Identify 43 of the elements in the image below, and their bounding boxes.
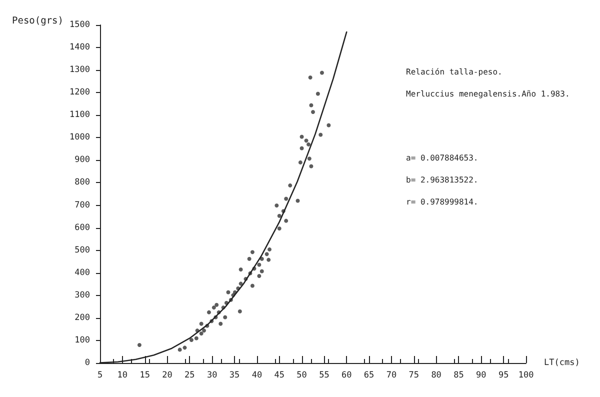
y-tick-label: 400 xyxy=(74,268,90,278)
y-tick-label: 200 xyxy=(74,312,90,323)
annotation: b= 2.963813522. xyxy=(406,176,478,184)
x-tick-label: 65 xyxy=(364,370,374,380)
y-tick-label: 500 xyxy=(74,245,90,256)
x-tick-label: 85 xyxy=(454,370,464,380)
annotation: r= 0.978999814. xyxy=(406,198,478,206)
y-tick-label: 300 xyxy=(74,290,90,300)
x-tick-label: 90 xyxy=(476,370,486,380)
y-tick-label: 1300 xyxy=(70,65,90,76)
x-tick-label: 20 xyxy=(162,370,172,380)
x-tick-label: 80 xyxy=(431,370,442,380)
y-tick-label: 1000 xyxy=(70,132,90,143)
y-tick-label: 800 xyxy=(74,178,90,188)
y-tick-label: 1400 xyxy=(70,42,90,53)
x-axis-title: LT(cms) xyxy=(544,358,580,368)
x-tick-label: 30 xyxy=(206,370,218,380)
y-tick-label: 700 xyxy=(74,200,90,210)
x-tick-label: 10 xyxy=(117,370,128,380)
x-tick-label: 75 xyxy=(408,370,420,380)
y-tick-label: 900 xyxy=(74,155,90,166)
y-tick-label: 1100 xyxy=(70,110,90,120)
x-tick-label: 95 xyxy=(498,370,509,380)
x-tick-label: 15 xyxy=(140,370,150,380)
x-tick-label: 25 xyxy=(184,370,195,380)
annotation: Relación talla-peso. xyxy=(406,68,502,76)
y-tick-label: 1500 xyxy=(70,20,90,30)
x-tick-label: 40 xyxy=(252,370,262,380)
x-tick-label: 5 xyxy=(97,370,103,380)
x-tick-label: 60 xyxy=(342,370,352,380)
y-tick-label: 600 xyxy=(74,222,90,233)
y-tick-label: 100 xyxy=(74,335,90,346)
y-tick-label: 0 xyxy=(84,358,90,368)
x-tick-label: 50 xyxy=(296,370,307,380)
x-tick-label: 35 xyxy=(229,370,240,380)
y-axis-title: Peso(grs) xyxy=(12,16,64,26)
x-tick-label: 100 xyxy=(518,370,534,380)
annotation: a= 0.007884653. xyxy=(406,154,478,162)
x-tick-label: 45 xyxy=(274,370,284,380)
x-tick-label: 70 xyxy=(386,370,397,380)
x-tick-label: 55 xyxy=(319,370,330,380)
annotation: Merluccius menegalensis.Año 1.983. xyxy=(406,90,570,98)
y-tick-label: 1200 xyxy=(70,88,90,98)
